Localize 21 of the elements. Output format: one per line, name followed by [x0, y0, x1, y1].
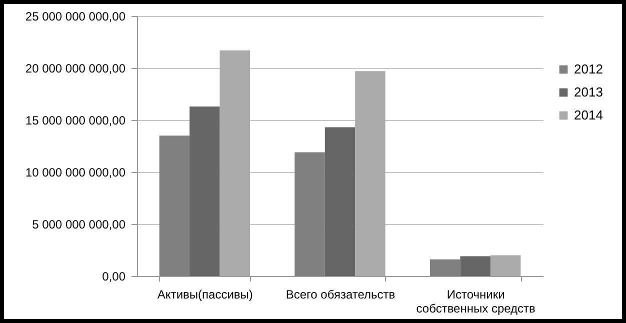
x-tick-label: Источники собственных средств [416, 288, 536, 316]
bar [190, 106, 220, 276]
legend-label: 2014 [574, 108, 603, 122]
bar [490, 255, 521, 276]
y-tick-label: 5 000 000 000,00 [32, 218, 126, 232]
y-tick-label: 20 000 000 000,00 [25, 62, 126, 76]
y-tick-label: 25 000 000 000,00 [25, 10, 126, 24]
bar [430, 259, 460, 276]
legend-label: 2012 [574, 62, 603, 76]
x-tick-label: Активы(пассивы) [157, 288, 253, 302]
x-tick-label: Всего обязательств [286, 288, 396, 302]
y-tick-label: 10 000 000 000,00 [25, 166, 126, 180]
bar [355, 71, 386, 276]
bar [324, 127, 356, 276]
bar [159, 136, 190, 276]
bar [460, 256, 490, 276]
bar [294, 152, 325, 276]
bar [220, 50, 250, 276]
legend-label: 2013 [574, 84, 603, 100]
y-tick-label: 0,00 [102, 270, 126, 284]
y-tick-label: 15 000 000 000,00 [25, 114, 126, 128]
